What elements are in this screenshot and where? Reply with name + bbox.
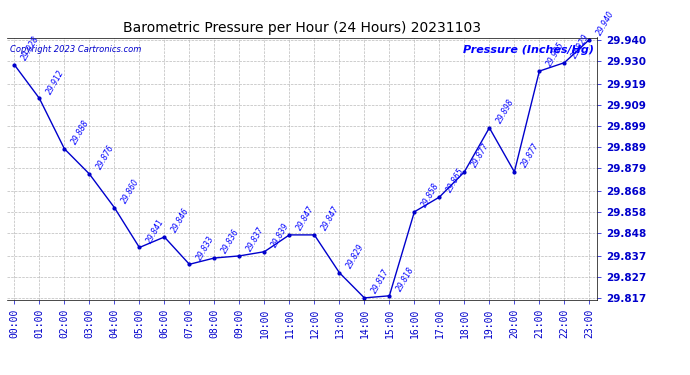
Text: 29.837: 29.837	[245, 225, 266, 253]
Text: Pressure (Inches/Hg): Pressure (Inches/Hg)	[463, 45, 594, 56]
Text: 29.847: 29.847	[320, 204, 341, 232]
Text: 29.836: 29.836	[220, 228, 241, 255]
Text: 29.839: 29.839	[270, 221, 291, 249]
Text: 29.860: 29.860	[120, 177, 141, 205]
Text: 29.876: 29.876	[95, 144, 116, 171]
Text: 29.865: 29.865	[445, 166, 466, 194]
Text: 29.847: 29.847	[295, 204, 316, 232]
Text: 29.829: 29.829	[345, 242, 366, 270]
Text: 29.858: 29.858	[420, 182, 441, 209]
Text: 29.928: 29.928	[20, 34, 41, 62]
Text: 29.877: 29.877	[520, 141, 541, 169]
Text: 29.912: 29.912	[45, 68, 66, 96]
Text: 29.846: 29.846	[170, 207, 191, 234]
Text: 29.940: 29.940	[595, 9, 616, 37]
Text: 29.817: 29.817	[370, 267, 391, 295]
Text: Copyright 2023 Cartronics.com: Copyright 2023 Cartronics.com	[10, 45, 141, 54]
Text: 29.929: 29.929	[570, 32, 591, 60]
Text: 29.888: 29.888	[70, 118, 91, 146]
Text: 29.877: 29.877	[470, 141, 491, 169]
Text: 29.925: 29.925	[545, 40, 566, 68]
Title: Barometric Pressure per Hour (24 Hours) 20231103: Barometric Pressure per Hour (24 Hours) …	[123, 21, 481, 35]
Text: 29.833: 29.833	[195, 234, 216, 261]
Text: 29.898: 29.898	[495, 98, 516, 125]
Text: 29.818: 29.818	[395, 266, 416, 293]
Text: 29.841: 29.841	[145, 217, 166, 245]
